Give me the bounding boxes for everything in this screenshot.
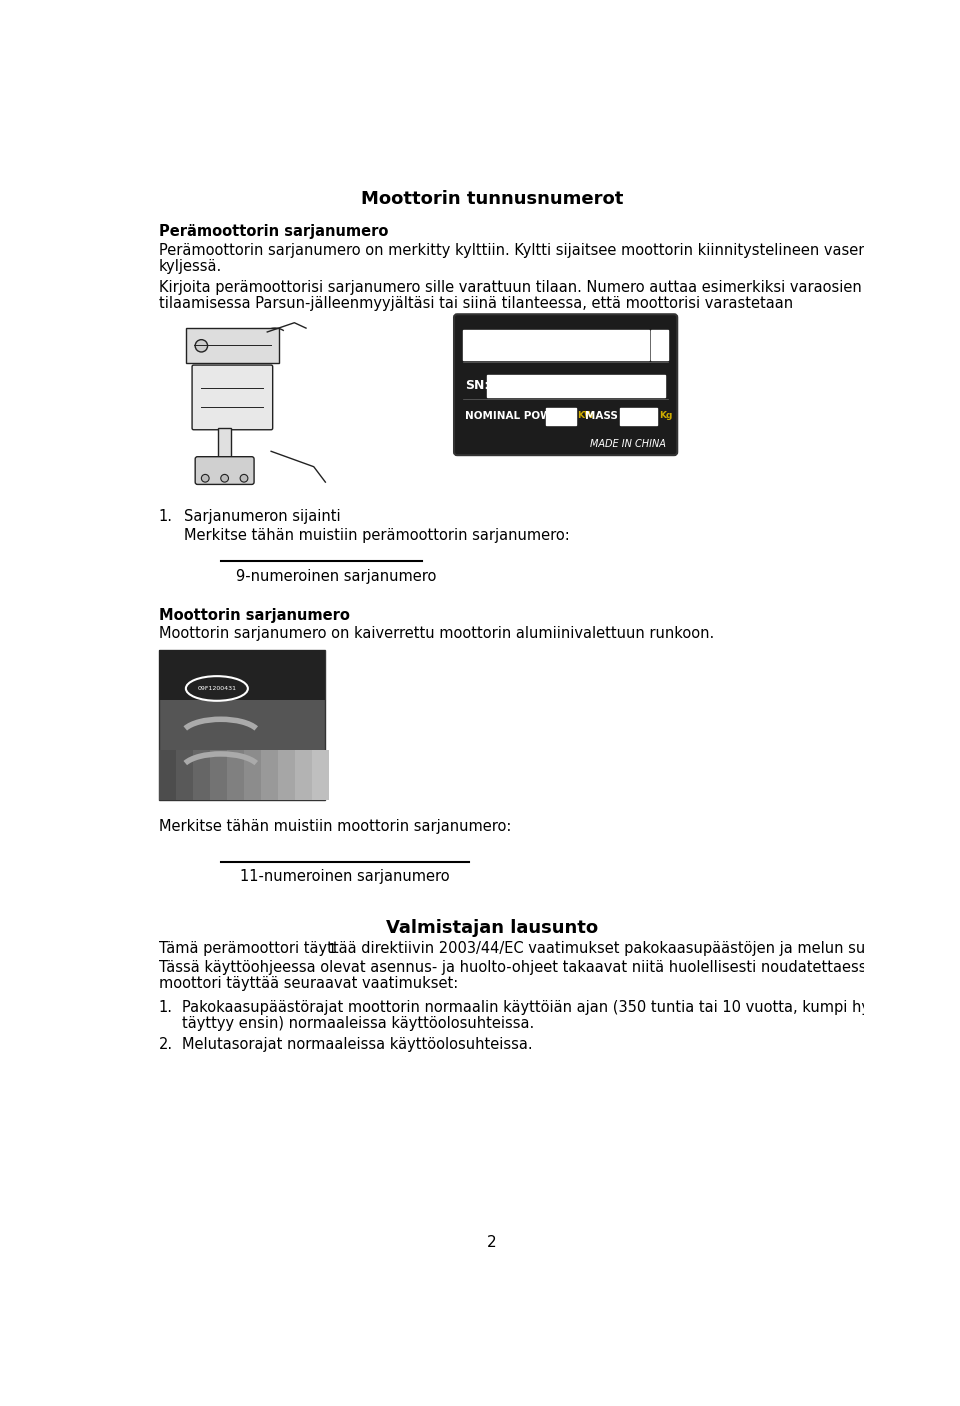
Text: Moottorin tunnusnumerot: Moottorin tunnusnumerot [361, 190, 623, 208]
Circle shape [240, 474, 248, 482]
Circle shape [202, 474, 209, 482]
Text: moottori täyttää seuraavat vaatimukset:: moottori täyttää seuraavat vaatimukset: [158, 976, 458, 991]
Text: Tässä käyttöohjeessa olevat asennus- ja huolto-ohjeet takaavat niitä huolellises: Tässä käyttöohjeessa olevat asennus- ja … [158, 959, 914, 974]
Text: täyttyy ensin) normaaleissa käyttöolosuhteissa.: täyttyy ensin) normaaleissa käyttöolosuh… [182, 1017, 535, 1032]
Text: Moottorin sarjanumero: Moottorin sarjanumero [158, 607, 349, 623]
Bar [295, 749, 312, 800]
Bar [278, 749, 295, 800]
Text: kyljessä.: kyljessä. [158, 259, 222, 274]
Text: Kirjoita perämoottorisi sarjanumero sille varattuun tilaan. Numero auttaa esimer: Kirjoita perämoottorisi sarjanumero sill… [158, 280, 960, 295]
Bar [176, 749, 193, 800]
Bar [210, 749, 227, 800]
FancyBboxPatch shape [192, 366, 273, 430]
Bar [546, 408, 576, 425]
Text: KW: KW [577, 412, 594, 420]
Text: Sarjanumeron sijainti: Sarjanumeron sijainti [183, 509, 340, 524]
Text: Moottorin sarjanumero on kaiverrettu moottorin alumiinivalettuun runkoon.: Moottorin sarjanumero on kaiverrettu moo… [158, 626, 714, 641]
Bar [487, 375, 665, 396]
Text: 09F1200431: 09F1200431 [198, 686, 236, 690]
Text: Tämä perämoottori täyttää direktiivin 2003/44/EC vaatimukset pakokaasupäästöjen : Tämä perämoottori täyttää direktiivin 20… [158, 941, 912, 956]
Bar [312, 749, 329, 800]
Text: MADE IN CHINA: MADE IN CHINA [590, 439, 666, 449]
Text: MASS :: MASS : [585, 412, 626, 422]
Circle shape [221, 474, 228, 482]
Bar [464, 330, 649, 360]
Text: Melutasorajat normaaleissa käyttöolosuhteissa.: Melutasorajat normaaleissa käyttöolosuht… [182, 1036, 533, 1052]
Bar [219, 429, 230, 463]
Text: 1.: 1. [158, 1000, 173, 1015]
Text: SN:: SN: [465, 380, 490, 392]
Bar [227, 749, 244, 800]
Text: Valmistajan lausunto: Valmistajan lausunto [386, 920, 598, 938]
Circle shape [195, 340, 207, 352]
Text: Perämoottorin sarjanumero on merkitty kylttiin. Kyltti sijaitsee moottorin kiinn: Perämoottorin sarjanumero on merkitty ky… [158, 243, 960, 257]
Bar [193, 749, 210, 800]
Text: 11-numeroinen sarjanumero: 11-numeroinen sarjanumero [240, 869, 449, 884]
Bar [158, 749, 176, 800]
Text: Pakokaasupäästörajat moottorin normaalin käyttöiän ajan (350 tuntia tai 10 vuott: Pakokaasupäästörajat moottorin normaalin… [182, 1000, 914, 1015]
Bar [261, 749, 278, 800]
Bar [620, 408, 657, 425]
Text: 1.: 1. [158, 509, 173, 524]
Bar [186, 328, 278, 363]
Text: Perämoottorin sarjanumero: Perämoottorin sarjanumero [158, 224, 388, 239]
FancyBboxPatch shape [454, 315, 677, 456]
Bar [158, 650, 325, 800]
FancyBboxPatch shape [195, 457, 254, 485]
Text: 2.: 2. [158, 1036, 173, 1052]
Text: NOMINAL POWER:: NOMINAL POWER: [465, 412, 571, 422]
Text: tilaamisessa Parsun-jälleenmyyjältäsi tai siinä tilanteessa, että moottorisi var: tilaamisessa Parsun-jälleenmyyjältäsi ta… [158, 295, 793, 311]
Text: 2: 2 [487, 1234, 497, 1250]
Text: 1: 1 [327, 942, 337, 956]
Bar [244, 749, 261, 800]
Text: Kg: Kg [659, 412, 672, 420]
Bar [158, 650, 325, 700]
Text: 9-numeroinen sarjanumero: 9-numeroinen sarjanumero [236, 569, 437, 583]
Bar [651, 330, 668, 360]
Text: Merkitse tähän muistiin moottorin sarjanumero:: Merkitse tähän muistiin moottorin sarjan… [158, 820, 511, 834]
Text: Merkitse tähän muistiin perämoottorin sarjanumero:: Merkitse tähän muistiin perämoottorin sa… [183, 527, 569, 543]
